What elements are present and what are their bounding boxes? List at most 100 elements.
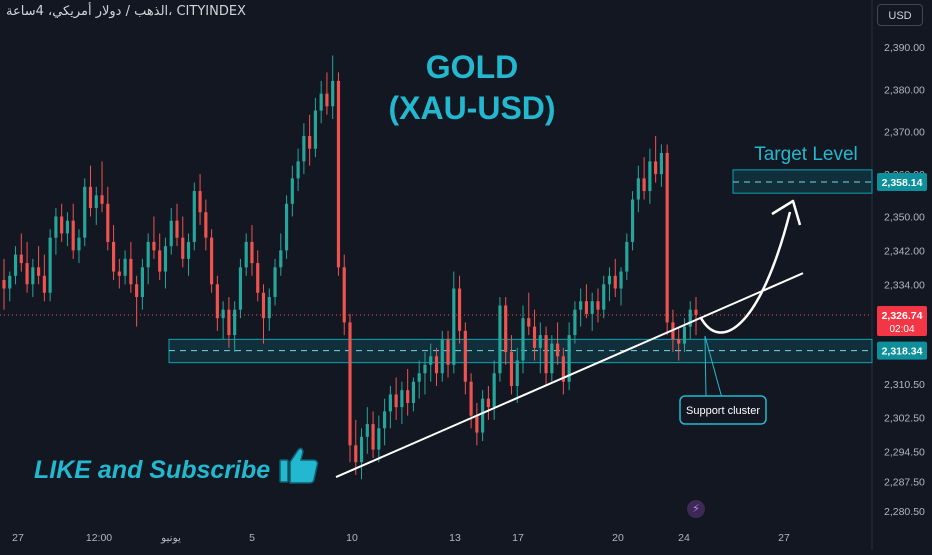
candle-body	[504, 305, 508, 353]
candle-body	[100, 195, 104, 204]
candle-body	[446, 339, 450, 365]
candle-body	[550, 343, 554, 374]
candle-body	[527, 318, 531, 327]
candle-body	[509, 352, 514, 386]
candle-body	[2, 280, 6, 289]
y-tick-label: 2,390.00	[884, 42, 925, 54]
candle-body	[25, 263, 29, 285]
candle-body	[169, 220, 173, 247]
x-tick-label: 12:00	[86, 532, 112, 544]
candle-body	[140, 267, 144, 297]
candle-body	[94, 195, 98, 209]
candle-body	[596, 301, 600, 310]
candle-body	[227, 309, 231, 336]
candle-body	[54, 216, 58, 238]
y-tick-label: 2,302.50	[884, 413, 925, 425]
candle-body	[336, 80, 341, 268]
candle-body	[515, 360, 519, 386]
x-tick-label: 17	[512, 532, 524, 544]
candle-body	[198, 191, 202, 213]
current-price-label: 2,326.74	[882, 310, 923, 322]
candle-body	[267, 296, 271, 319]
candle-body	[567, 335, 571, 382]
x-tick-label: 24	[678, 532, 690, 544]
currency-button[interactable]: USD	[877, 4, 923, 26]
candle-body	[481, 398, 485, 433]
candle-body	[538, 335, 542, 348]
candle-body	[648, 161, 652, 192]
candle-body	[273, 267, 277, 297]
x-tick-label: يونيو	[160, 532, 181, 544]
candle-body	[348, 322, 352, 446]
candle-body	[186, 241, 191, 259]
candle-body	[636, 178, 640, 200]
candle-body	[457, 288, 462, 331]
candle-body	[463, 330, 467, 382]
lightning-icon[interactable]: ⚡	[687, 500, 705, 518]
candle-body	[383, 411, 387, 429]
candle-body	[521, 318, 525, 361]
candle-body	[302, 135, 306, 162]
chart-title: GOLD	[426, 49, 518, 85]
support-callout-pointer-2	[704, 335, 707, 399]
candle-body	[261, 292, 266, 319]
level-price-label: 2,318.34	[882, 346, 923, 358]
candle-body	[279, 250, 283, 268]
candle-body	[129, 258, 133, 285]
projection-arrowhead	[771, 199, 802, 226]
candle-body	[163, 246, 168, 272]
candle-body	[469, 381, 473, 416]
candle-body	[475, 415, 479, 433]
candle-body	[440, 339, 444, 374]
candle-body	[400, 390, 404, 408]
candle-body	[308, 135, 312, 149]
candle-body	[354, 445, 358, 463]
y-tick-label: 2,287.50	[884, 476, 925, 488]
candle-body	[210, 237, 214, 285]
candle-body	[561, 356, 565, 382]
candle-body	[181, 237, 185, 259]
candle-body	[238, 267, 243, 310]
candle-body	[325, 93, 329, 107]
candle-body	[406, 390, 410, 403]
level-price-tag	[877, 172, 927, 191]
y-tick-label: 2,380.00	[884, 84, 925, 96]
candle-body	[377, 428, 381, 450]
candle-body	[221, 309, 225, 319]
candle-body	[452, 288, 456, 365]
candle-body	[250, 241, 254, 264]
candle-body	[492, 373, 496, 408]
candle-body	[388, 394, 392, 412]
candle-body	[204, 212, 208, 238]
candle-body	[13, 254, 18, 276]
candle-body	[573, 309, 577, 336]
candle-body	[682, 326, 687, 344]
x-tick-label: 5	[249, 532, 255, 544]
candle-body	[486, 398, 490, 408]
candle-body	[602, 284, 606, 310]
candle-body	[319, 93, 323, 111]
candle-body	[233, 309, 237, 336]
candle-body	[429, 356, 433, 365]
symbol-title: الذهب / دولار أمريكي، 4ساعة، CITYINDEX	[6, 4, 246, 19]
x-tick-label: 20	[612, 532, 624, 544]
candle-body	[83, 186, 87, 238]
candle-body	[256, 263, 260, 293]
candle-body	[434, 356, 439, 374]
y-tick-label: 2,310.50	[884, 379, 925, 391]
level-price-tag	[877, 341, 927, 360]
candle-body	[544, 335, 548, 374]
support-callout-pointer	[704, 335, 723, 399]
trendline	[335, 272, 804, 478]
candle-body	[654, 161, 658, 175]
candle-body	[77, 237, 81, 251]
candle-body	[48, 237, 52, 293]
candle-body	[71, 220, 75, 251]
candle-body	[111, 241, 116, 272]
chart-subtitle: (XAU-USD)	[388, 90, 555, 126]
candle-body	[8, 275, 12, 289]
candle-body	[394, 394, 398, 408]
candle-body	[31, 267, 35, 285]
